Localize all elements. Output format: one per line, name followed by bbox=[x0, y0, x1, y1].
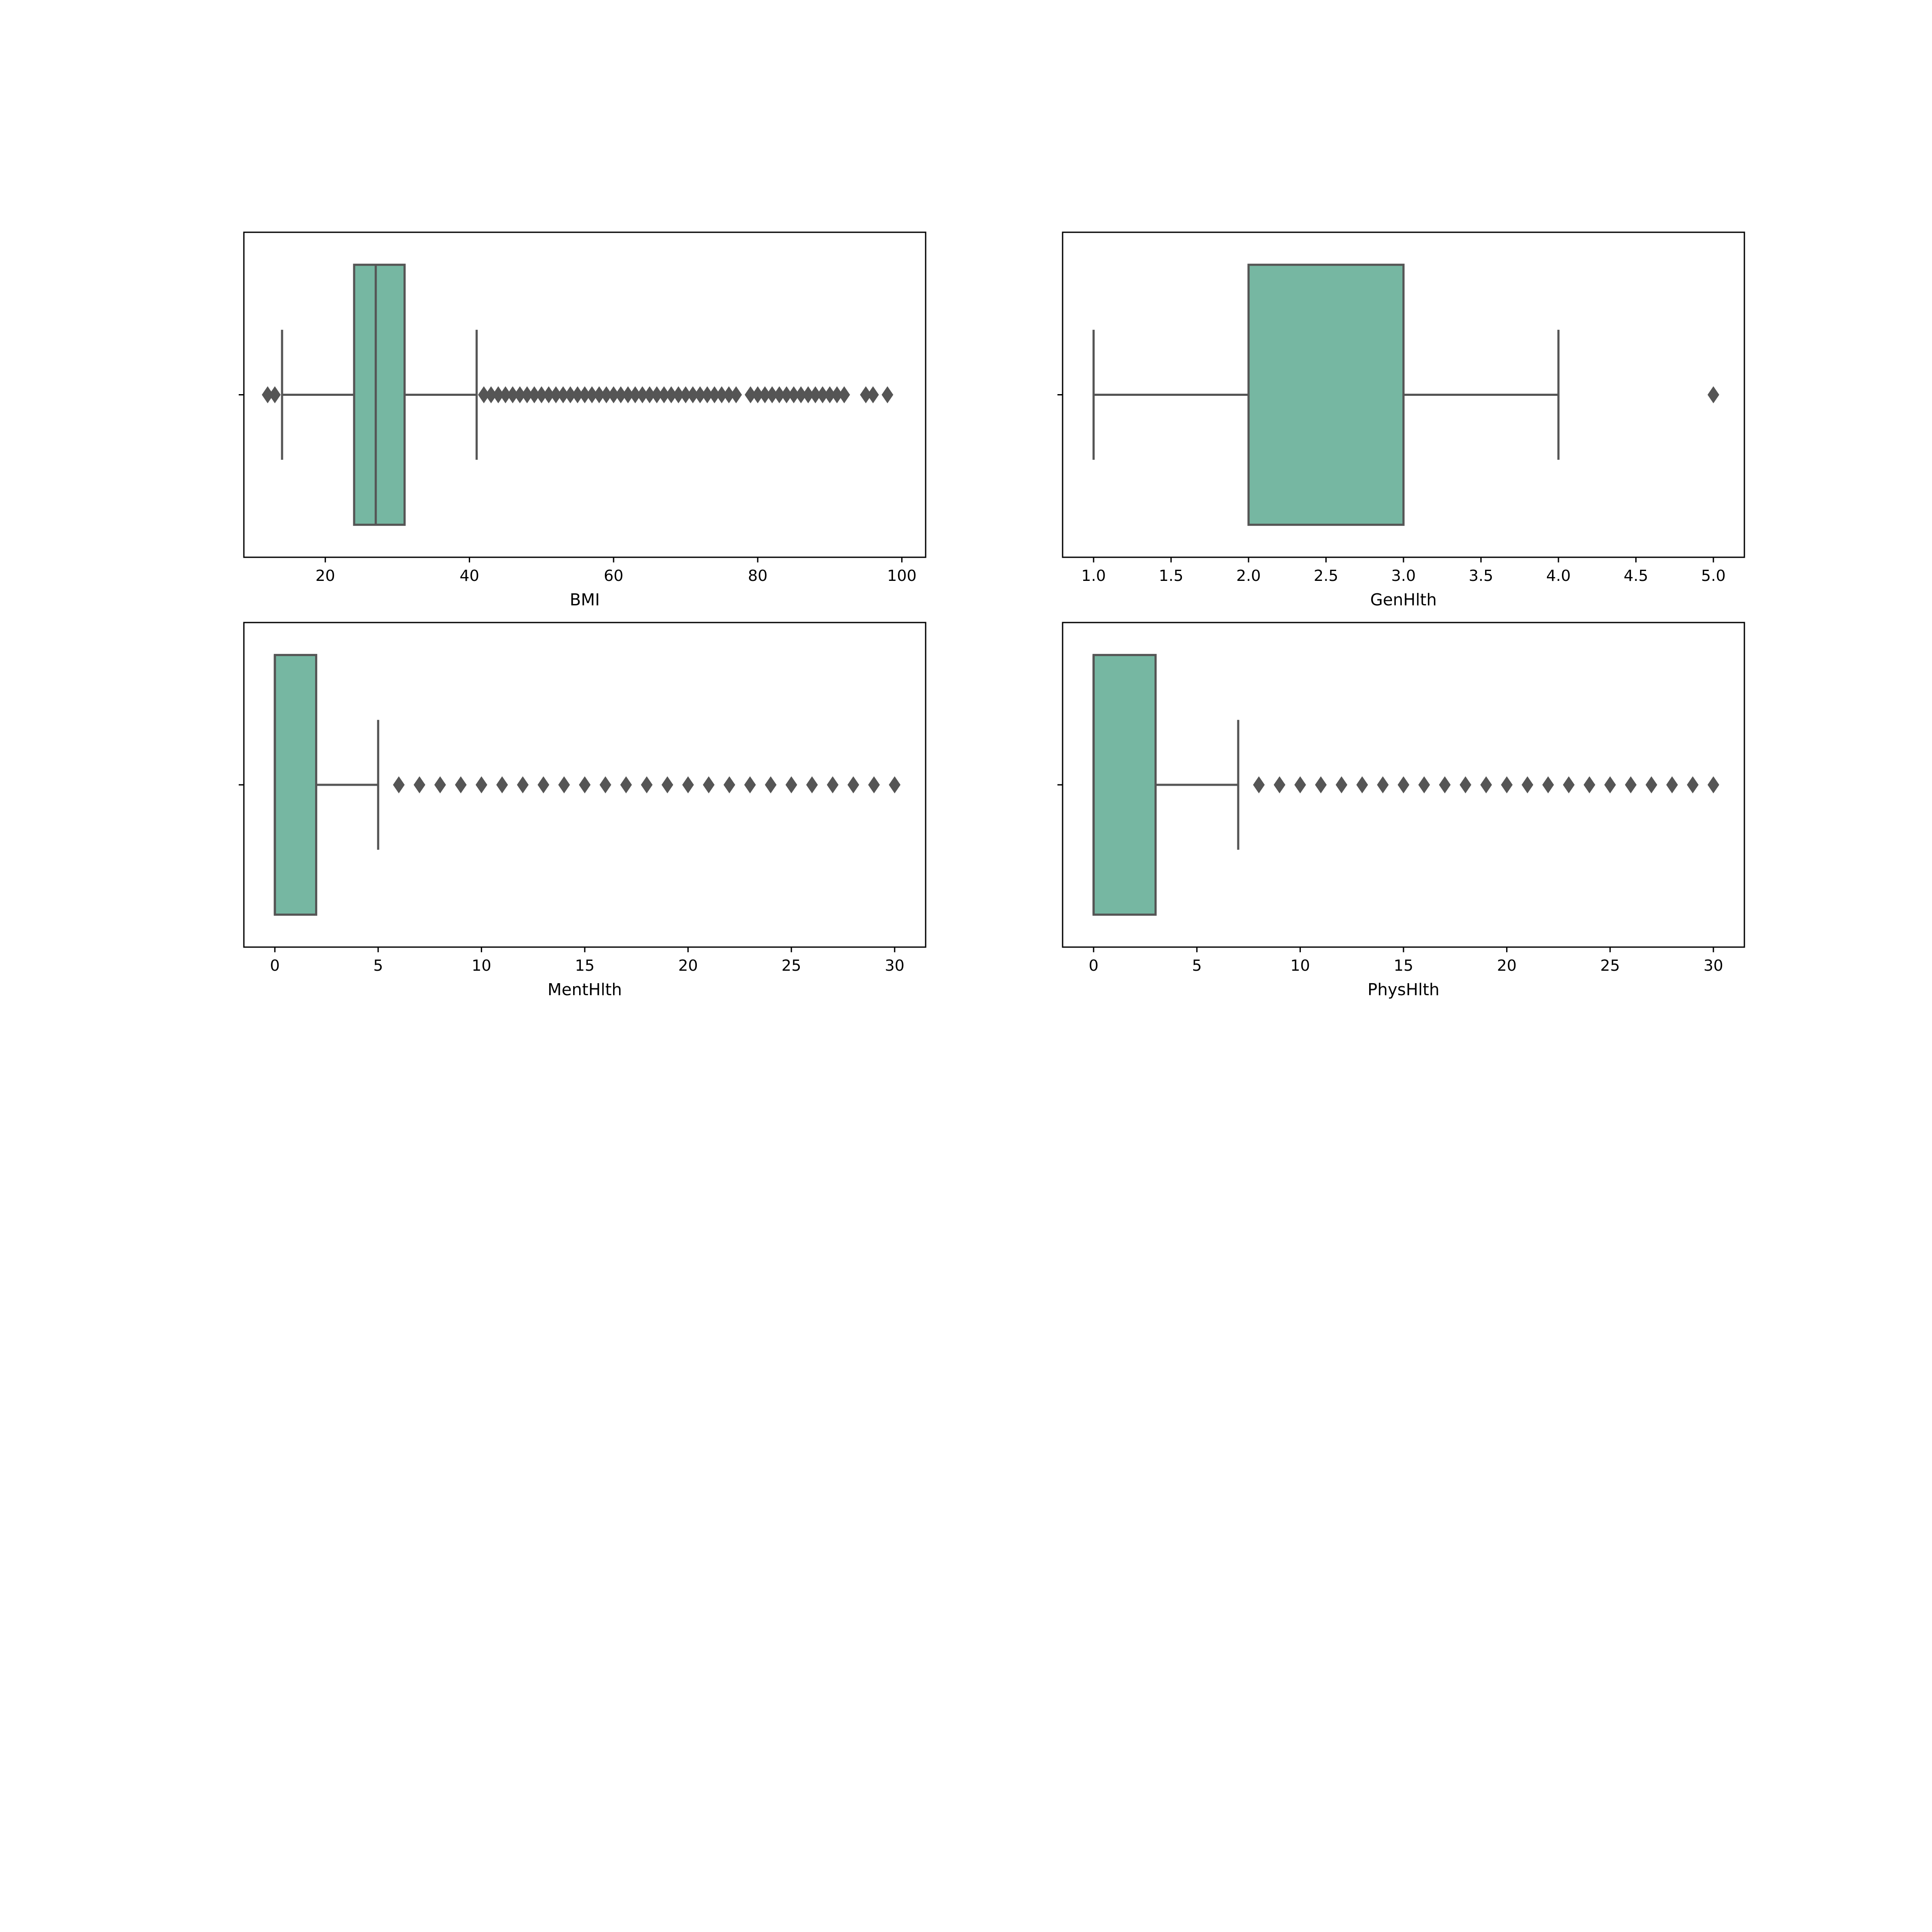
x-tick-label: 1.0 bbox=[1081, 567, 1106, 585]
x-tick-label: 0 bbox=[1089, 957, 1099, 975]
outlier-point bbox=[723, 776, 735, 793]
outlier-point bbox=[579, 776, 591, 793]
outlier-point bbox=[455, 776, 467, 793]
x-tick-label: 80 bbox=[748, 567, 768, 585]
outlier-point bbox=[496, 776, 508, 793]
outlier-point bbox=[1707, 776, 1719, 793]
boxplot-panel-2: 1.0 1.5 2.0 2.5 3.0 3.5 4.0 4.5 5.0 GenHlth bbox=[1057, 231, 1745, 609]
outlier-point bbox=[393, 776, 405, 793]
outlier-point bbox=[868, 776, 880, 793]
outlier-point bbox=[1439, 776, 1451, 793]
iqr-box bbox=[353, 264, 406, 526]
outlier-point bbox=[661, 776, 674, 793]
outlier-point bbox=[475, 776, 487, 793]
outlier-point bbox=[1273, 776, 1285, 793]
iqr-box bbox=[1092, 654, 1157, 916]
outlier-point bbox=[1501, 776, 1513, 793]
outlier-point bbox=[1687, 776, 1699, 793]
outlier-point bbox=[1583, 776, 1595, 793]
outlier-point bbox=[1418, 776, 1430, 793]
x-tick-label: 60 bbox=[604, 567, 623, 585]
outlier-point bbox=[1666, 776, 1678, 793]
x-tick-label: 15 bbox=[575, 957, 595, 975]
outlier-point bbox=[682, 776, 694, 793]
x-tick-label: 5.0 bbox=[1701, 567, 1725, 585]
x-axis-label: PhysHlth bbox=[1367, 980, 1439, 999]
outlier-point bbox=[413, 776, 425, 793]
outlier-point bbox=[881, 386, 893, 404]
outlier-point bbox=[1604, 776, 1616, 793]
boxplot-panel-1: 20 40 60 80 100 BMI bbox=[239, 231, 927, 609]
x-axis-label: BMI bbox=[570, 590, 600, 609]
outlier-point bbox=[826, 776, 839, 793]
outlier-point bbox=[641, 776, 653, 793]
outlier-point bbox=[730, 386, 742, 404]
outlier-point bbox=[1356, 776, 1368, 793]
outlier-point bbox=[1459, 776, 1471, 793]
x-tick-label: 100 bbox=[887, 567, 917, 585]
outlier-point bbox=[538, 776, 550, 793]
outlier-point bbox=[517, 776, 529, 793]
outlier-point bbox=[1253, 776, 1265, 793]
x-tick-label: 20 bbox=[678, 957, 698, 975]
x-axis-label: MentHlth bbox=[547, 980, 622, 999]
outlier-point bbox=[744, 776, 756, 793]
outlier-point bbox=[1522, 776, 1534, 793]
outlier-point bbox=[1294, 776, 1306, 793]
x-tick-label: 10 bbox=[1290, 957, 1310, 975]
iqr-box bbox=[273, 654, 317, 916]
boxplot-panel-4: 0 5 10 15 20 25 30 PhysHlth bbox=[1057, 622, 1745, 999]
x-tick-label: 1.5 bbox=[1159, 567, 1183, 585]
outlier-point bbox=[806, 776, 818, 793]
outlier-point bbox=[1645, 776, 1658, 793]
x-tick-label: 5 bbox=[1192, 957, 1202, 975]
x-tick-label: 30 bbox=[1704, 957, 1723, 975]
outlier-point bbox=[434, 776, 446, 793]
outlier-point bbox=[269, 386, 281, 404]
x-tick-label: 3.5 bbox=[1469, 567, 1493, 585]
x-tick-label: 5 bbox=[373, 957, 383, 975]
x-tick-label: 20 bbox=[1497, 957, 1517, 975]
outlier-point bbox=[889, 776, 901, 793]
x-tick-label: 30 bbox=[885, 957, 905, 975]
x-tick-label: 25 bbox=[781, 957, 801, 975]
x-tick-label: 20 bbox=[316, 567, 335, 585]
outlier-point bbox=[785, 776, 797, 793]
outlier-point bbox=[838, 386, 850, 404]
x-tick-label: 15 bbox=[1394, 957, 1413, 975]
outlier-point bbox=[1480, 776, 1492, 793]
outlier-point bbox=[599, 776, 611, 793]
x-tick-label: 3.0 bbox=[1391, 567, 1416, 585]
x-tick-label: 10 bbox=[471, 957, 491, 975]
outlier-point bbox=[1563, 776, 1575, 793]
outlier-point bbox=[620, 776, 632, 793]
outlier-point bbox=[847, 776, 860, 793]
x-tick-label: 40 bbox=[460, 567, 480, 585]
outlier-point bbox=[1397, 776, 1410, 793]
x-axis-label: GenHlth bbox=[1370, 590, 1437, 609]
x-tick-label: 4.5 bbox=[1624, 567, 1648, 585]
x-tick-label: 2.5 bbox=[1314, 567, 1338, 585]
outlier-point bbox=[703, 776, 715, 793]
outlier-point bbox=[1377, 776, 1389, 793]
x-tick-label: 25 bbox=[1600, 957, 1620, 975]
outlier-point bbox=[558, 776, 570, 793]
outlier-point bbox=[1336, 776, 1348, 793]
x-tick-label: 2.0 bbox=[1236, 567, 1261, 585]
outlier-point bbox=[765, 776, 777, 793]
outlier-point bbox=[1542, 776, 1554, 793]
boxplot-panel-3: 0 5 10 15 20 25 30 MentHlth bbox=[239, 622, 927, 999]
x-tick-label: 4.0 bbox=[1546, 567, 1571, 585]
outlier-point bbox=[867, 386, 879, 404]
x-tick-label: 0 bbox=[270, 957, 280, 975]
outlier-point bbox=[1707, 386, 1719, 404]
outlier-point bbox=[1625, 776, 1637, 793]
outlier-point bbox=[1315, 776, 1327, 793]
iqr-box bbox=[1247, 264, 1405, 526]
